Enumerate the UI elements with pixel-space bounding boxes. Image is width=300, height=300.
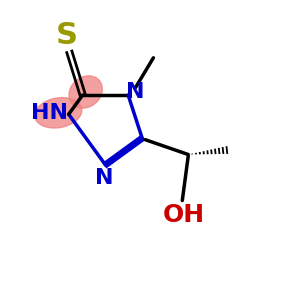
Text: N: N xyxy=(126,82,145,102)
Text: N: N xyxy=(95,168,113,188)
Ellipse shape xyxy=(69,76,102,108)
Text: S: S xyxy=(56,21,77,50)
Text: HN: HN xyxy=(31,103,68,123)
Ellipse shape xyxy=(35,98,82,128)
Text: OH: OH xyxy=(163,203,205,227)
